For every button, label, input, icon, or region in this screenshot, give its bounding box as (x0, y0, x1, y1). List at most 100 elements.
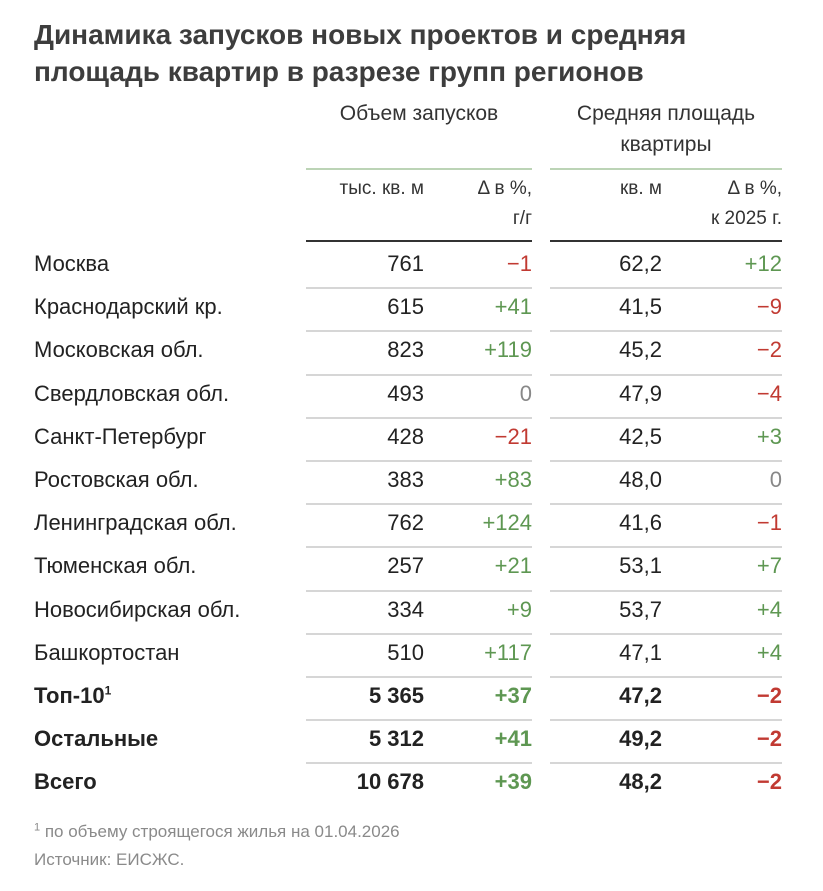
cell-area: 41,6 (619, 510, 662, 536)
subheader-vol-unit-text: тыс. кв. м (339, 178, 424, 199)
cell-area: 47,1 (619, 639, 662, 665)
cell-area: 42,5 (619, 423, 662, 449)
row-label: Москва (34, 251, 109, 277)
cell-area: 49,2 (619, 726, 662, 752)
subheader-area-unit-text: кв. м (619, 178, 662, 199)
cell-area-delta: +3 (756, 423, 782, 449)
cell-area: 53,1 (619, 553, 662, 579)
cell-area-delta: 0 (769, 467, 782, 492)
cell-volume: 334 (387, 596, 424, 622)
cell-volume: 5 365 (368, 683, 424, 708)
row-label-text: Ленинградская обл. (34, 510, 237, 536)
row-label-text: Тюменская обл. (34, 553, 197, 579)
row-divider (306, 546, 532, 548)
cell-vol-delta: −21 (494, 423, 532, 449)
title-line-2: площадь квартир в разрезе групп регионов (34, 56, 644, 87)
cell-area-delta: −4 (756, 380, 782, 406)
subheader-area-delta-1: Δ в %, (727, 178, 782, 199)
cell-volume: 10 678 (356, 769, 424, 795)
cell-area: 48,2 (619, 769, 662, 795)
footnote-text: по объему строящегося жилья на 01.04.202… (40, 822, 400, 841)
cell-vol-delta: +21 (494, 553, 532, 579)
group-header-volume: Объем запусков (306, 98, 532, 129)
row-divider (306, 633, 532, 635)
row-label: Краснодарский кр. (34, 294, 223, 320)
cell-area-delta: −1 (756, 510, 782, 536)
row-label-text: Новосибирская обл. (34, 596, 241, 622)
cell-area-delta: −2 (756, 337, 782, 363)
cell-area-delta: −9 (756, 294, 782, 320)
header-rule-volume (306, 240, 532, 242)
row-label-text: Краснодарский кр. (34, 294, 223, 320)
row-divider (550, 330, 782, 332)
row-divider (550, 287, 782, 289)
footnote-mark: 1 (34, 821, 41, 834)
row-label-text: Топ-10 (34, 683, 105, 708)
row-label-text: Башкортостан (34, 639, 180, 665)
cell-vol-delta: +124 (482, 510, 532, 536)
cell-area: 47,9 (619, 380, 662, 406)
subheader-area-unit: кв. м (550, 174, 662, 204)
row-label-text: Ростовская обл. (34, 467, 199, 492)
row-label: Топ-101 (34, 683, 111, 709)
row-label: Санкт-Петербург (34, 424, 207, 450)
cell-area-delta: +4 (756, 639, 782, 665)
cell-vol-delta: +39 (494, 769, 532, 795)
group-area-label-1: Средняя площадь (576, 102, 756, 125)
cell-vol-delta: +41 (494, 294, 532, 320)
header-rule-area (550, 240, 782, 242)
row-divider (306, 460, 532, 462)
subheader-vol-unit: тыс. кв. м (306, 174, 424, 204)
cell-vol-delta: +83 (494, 467, 532, 492)
row-label: Всего (34, 769, 97, 795)
cell-area-delta: +7 (756, 553, 782, 579)
row-divider (550, 762, 782, 764)
source-note: Источник: ЕИСЖС. (34, 850, 185, 869)
group-underline-volume (306, 168, 532, 170)
row-divider (550, 546, 782, 548)
cell-vol-delta: +37 (494, 683, 532, 708)
row-label-text: Санкт-Петербург (34, 423, 207, 449)
cell-volume: 761 (387, 251, 424, 276)
row-divider (550, 633, 782, 635)
subheader-area-delta: Δ в %, к 2025 г. (662, 174, 782, 234)
row-footnote-mark: 1 (104, 683, 112, 698)
row-divider (306, 676, 532, 678)
cell-volume: 257 (387, 553, 424, 579)
cell-area-delta: −2 (756, 769, 782, 795)
row-label: Ленинградская обл. (34, 510, 237, 536)
subheader-vol-delta: Δ в %, г/г (430, 174, 532, 234)
row-label: Тюменская обл. (34, 553, 196, 579)
subheader-vol-delta-1: Δ в %, (477, 178, 532, 199)
row-divider (550, 503, 782, 505)
cell-area-delta: +4 (756, 596, 782, 622)
cell-volume: 823 (387, 337, 424, 363)
cell-area: 47,2 (619, 683, 662, 708)
cell-area: 62,2 (619, 251, 662, 276)
cell-vol-delta: +9 (506, 596, 532, 622)
cell-volume: 5 312 (368, 726, 424, 752)
footnote: 1 по объему строящегося жилья на 01.04.2… (34, 822, 400, 842)
row-divider (306, 330, 532, 332)
row-divider (306, 503, 532, 505)
cell-vol-delta: +41 (494, 726, 532, 752)
cell-area: 48,0 (619, 467, 662, 492)
cell-vol-delta: −1 (506, 251, 532, 276)
cell-vol-delta: 0 (519, 380, 532, 406)
cell-area: 53,7 (619, 596, 662, 622)
cell-volume: 762 (387, 510, 424, 536)
row-label: Ростовская обл. (34, 467, 199, 493)
row-divider (306, 417, 532, 419)
group-header-area: Средняя площадь квартиры (550, 98, 782, 160)
group-underline-area (550, 168, 782, 170)
row-label-text: Московская обл. (34, 337, 204, 363)
cell-volume: 428 (387, 423, 424, 449)
cell-volume: 510 (387, 639, 424, 665)
row-divider (550, 590, 782, 592)
row-divider (306, 287, 532, 289)
row-label: Остальные (34, 726, 158, 752)
row-label-text: Остальные (34, 726, 159, 752)
subheader-vol-delta-2: г/г (512, 208, 532, 229)
row-divider (550, 374, 782, 376)
